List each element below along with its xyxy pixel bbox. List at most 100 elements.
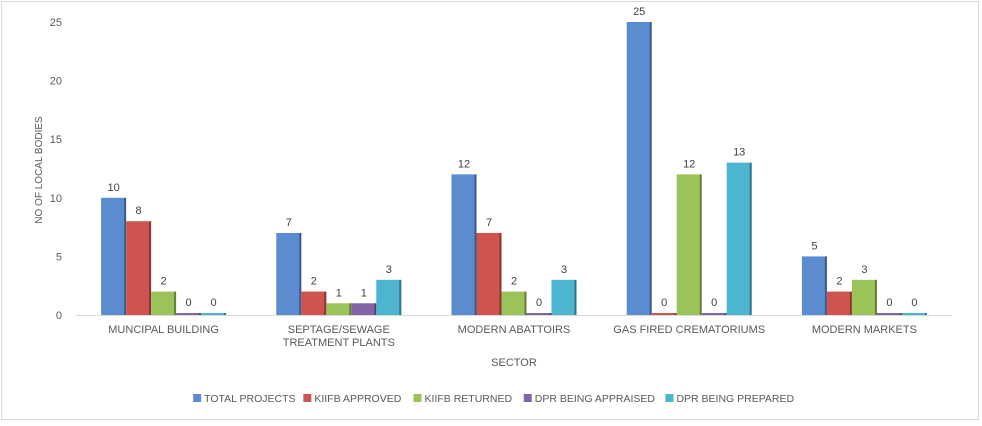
bar-edge	[874, 279, 877, 315]
bar-edge	[399, 279, 402, 315]
legend-label: DPR BEING PREPARED	[676, 393, 794, 405]
bar-edge	[349, 303, 352, 315]
legend-label: DPR BEING APPRAISED	[535, 393, 656, 405]
bar-value-label: 0	[211, 297, 217, 309]
bar	[726, 162, 752, 315]
bar-edge	[574, 279, 577, 315]
bar-value-label: 1	[361, 287, 367, 299]
bar-value-label: 3	[386, 264, 392, 276]
legend-swatch	[413, 394, 422, 402]
bar	[126, 221, 152, 315]
bar-value-label: 0	[886, 297, 892, 309]
bar	[551, 279, 577, 315]
bar-value-label: 12	[683, 158, 695, 170]
legend-swatch	[303, 394, 312, 402]
bar-edge	[474, 174, 477, 315]
bar-edge	[324, 291, 327, 315]
bar-edge	[499, 232, 502, 315]
bar	[526, 313, 552, 315]
x-category-label: SEPTAGE/SEWAGE	[288, 324, 390, 336]
bar-value-label: 5	[811, 240, 817, 252]
bar-edge	[174, 291, 177, 315]
x-category-label: MUNCIPAL BUILDING	[108, 324, 219, 336]
bar	[626, 22, 652, 315]
bar-edge	[749, 162, 752, 315]
bar-edge	[699, 174, 702, 315]
bar-value-label: 13	[733, 147, 745, 159]
bar	[701, 313, 727, 315]
bar	[476, 232, 502, 315]
bar-edge	[899, 313, 902, 315]
bar-edge	[124, 197, 127, 315]
bar-value-label: 2	[836, 276, 842, 288]
y-tick-label: 25	[50, 17, 62, 29]
y-axis-title: NO OF LOCAL BODIES	[34, 116, 45, 224]
bar-value-label: 12	[458, 158, 470, 170]
bar	[176, 313, 202, 315]
bar-value-label: 3	[861, 264, 867, 276]
y-tick-label: 20	[50, 76, 62, 88]
bar-value-label: 3	[561, 264, 567, 276]
bar-edge	[199, 313, 202, 315]
bar	[451, 174, 477, 315]
bar-value-label: 2	[511, 276, 517, 288]
bar-value-label: 0	[661, 297, 667, 309]
bar	[651, 313, 677, 315]
bar-edge	[549, 313, 552, 315]
bar-value-label: 25	[633, 6, 645, 18]
bar-edge	[824, 256, 827, 315]
bar-value-label: 7	[286, 217, 292, 229]
legend-label: TOTAL PROJECTS	[204, 393, 295, 405]
bar-value-label: 0	[911, 297, 917, 309]
bar	[876, 313, 902, 315]
legend-swatch	[193, 394, 202, 402]
legend-label: KIIFB APPROVED	[314, 393, 401, 405]
bar	[826, 291, 852, 315]
bar	[326, 303, 352, 315]
bar-edge	[924, 313, 927, 315]
bar	[201, 313, 227, 315]
bars	[101, 22, 927, 315]
y-tick-label: 0	[56, 310, 62, 322]
bar-edge	[649, 22, 652, 315]
bar-edge	[149, 221, 152, 315]
bar-value-label: 0	[536, 297, 542, 309]
x-category-label: MODERN ABATTOIRS	[458, 324, 571, 336]
x-category-label: GAS FIRED CREMATORIUMS	[613, 324, 765, 336]
chart-frame: NO OF LOCAL BODIES SECTOR 0 5 10 15 20 25 10 7…	[1, 1, 979, 420]
bar-edge	[299, 232, 302, 315]
bar-value-label: 8	[136, 205, 142, 217]
y-tick-label: 15	[50, 134, 62, 146]
bar	[501, 291, 527, 315]
bar	[301, 291, 327, 315]
x-axis-category-labels: MUNCIPAL BUILDING SEPTAGE/SEWAGETREATMENT…	[108, 324, 917, 349]
bar-value-label: 2	[311, 276, 317, 288]
bar-edge	[524, 291, 527, 315]
bar-edge	[674, 313, 677, 315]
x-category-label: TREATMENT PLANTS	[283, 337, 395, 349]
bar	[801, 256, 827, 315]
bar	[676, 174, 702, 315]
bar-edge	[724, 313, 727, 315]
bar	[101, 197, 127, 315]
bar-value-label: 1	[336, 287, 342, 299]
bar-value-label: 0	[186, 297, 192, 309]
legend-swatch	[665, 394, 674, 402]
bar	[901, 313, 927, 315]
y-tick-label: 5	[56, 251, 62, 263]
bar	[151, 291, 177, 315]
x-axis-title: SECTOR	[491, 357, 537, 369]
legend: TOTAL PROJECTS KIIFB APPROVED KIIFB RETURN…	[193, 393, 795, 405]
legend-swatch	[523, 394, 532, 402]
bar-value-label: 2	[161, 276, 167, 288]
bar-value-label: 0	[711, 297, 717, 309]
bar	[351, 303, 377, 315]
legend-label: KIIFB RETURNED	[425, 393, 513, 405]
y-axis-ticks: 0 5 10 15 20 25	[50, 17, 62, 322]
bar-edge	[224, 313, 227, 315]
bar	[851, 279, 877, 315]
bar	[376, 279, 402, 315]
y-tick-label: 10	[50, 193, 62, 205]
